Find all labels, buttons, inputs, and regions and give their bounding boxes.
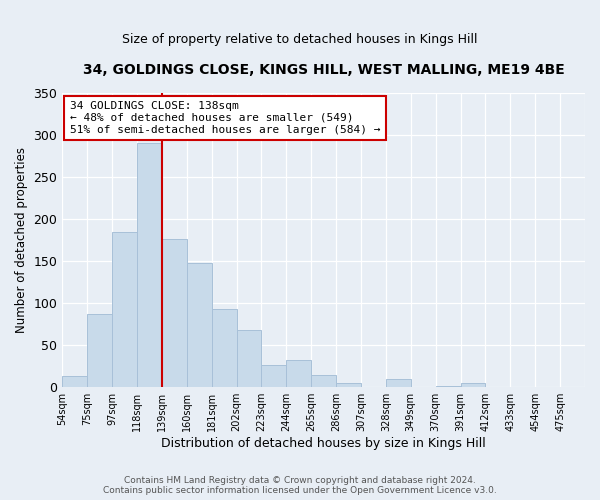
Bar [236,330,262,387]
X-axis label: Distribution of detached houses by size in Kings Hill: Distribution of detached houses by size … [161,437,486,450]
Text: Size of property relative to detached houses in Kings Hill: Size of property relative to detached ho… [122,32,478,46]
Bar [162,239,187,387]
Title: 34, GOLDINGS CLOSE, KINGS HILL, WEST MALLING, ME19 4BE: 34, GOLDINGS CLOSE, KINGS HILL, WEST MAL… [83,62,565,76]
Bar [87,314,112,387]
Bar [311,374,336,387]
Bar [212,309,236,387]
Bar [187,263,212,387]
Text: Contains HM Land Registry data © Crown copyright and database right 2024.
Contai: Contains HM Land Registry data © Crown c… [103,476,497,495]
Bar [286,360,311,387]
Bar [436,386,461,387]
Bar [62,376,87,387]
Bar [386,379,411,387]
Bar [336,383,361,387]
Bar [137,144,162,387]
Bar [461,383,485,387]
Bar [112,232,137,387]
Bar [262,364,286,387]
Y-axis label: Number of detached properties: Number of detached properties [15,147,28,333]
Text: 34 GOLDINGS CLOSE: 138sqm
← 48% of detached houses are smaller (549)
51% of semi: 34 GOLDINGS CLOSE: 138sqm ← 48% of detac… [70,102,380,134]
